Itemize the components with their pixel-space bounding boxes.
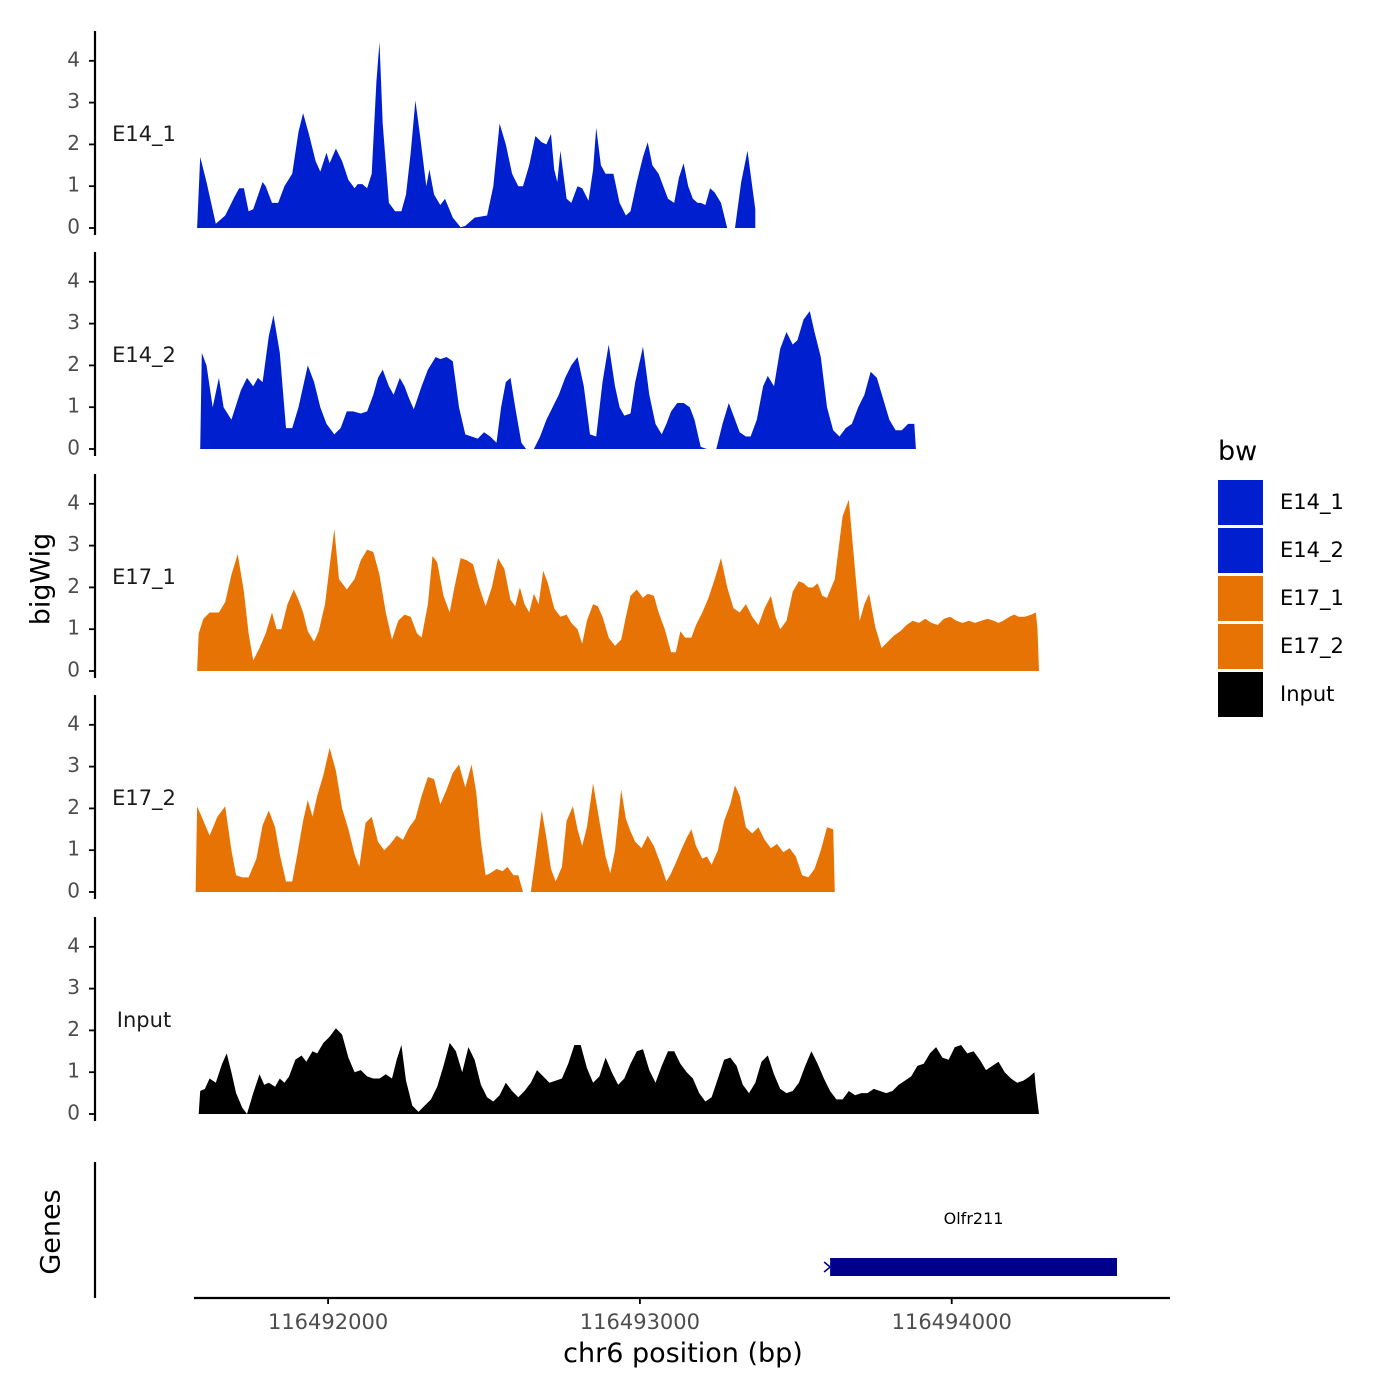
x-tick-label: 116494000: [892, 1310, 1012, 1334]
y-tick-label: 4: [67, 268, 80, 292]
y-tick-label: 0: [67, 658, 80, 682]
track-label: Input: [117, 1008, 171, 1032]
legend-title: bw: [1218, 436, 1257, 467]
x-axis-title: chr6 position (bp): [563, 1338, 803, 1369]
y-tick-label: 4: [67, 47, 80, 71]
legend-entry-E17_2: E17_2: [1218, 624, 1344, 669]
gene-body: [830, 1258, 1117, 1276]
y-tick-label: 0: [67, 215, 80, 239]
track-area: [200, 311, 916, 449]
legend-entries: E14_1 E14_2 E17_1 E17_2 Input: [1218, 480, 1344, 717]
y-tick-label: 1: [67, 837, 80, 861]
gene-label: Olfr211: [944, 1209, 1004, 1228]
y-tick-label: 1: [67, 173, 80, 197]
y-tick-label: 3: [67, 753, 80, 777]
y-tick-label: 1: [67, 1059, 80, 1083]
legend-entry-E14_2: E14_2: [1218, 528, 1344, 573]
genes-panel-label: Genes: [36, 1189, 67, 1274]
legend-label: E14_2: [1280, 538, 1344, 563]
y-tick-label: 3: [67, 532, 80, 556]
y-tick-label: 4: [67, 490, 80, 514]
legend-label: E17_2: [1280, 634, 1344, 659]
y-tick-label: 3: [67, 975, 80, 999]
legend-swatch: [1218, 624, 1263, 669]
y-tick-label: 4: [67, 933, 80, 957]
track-panel-E17_2: 0 1 2 3 4 E17_2: [67, 695, 835, 903]
y-tick-label: 1: [67, 394, 80, 418]
x-tick-label: 116492000: [268, 1310, 388, 1334]
track-label: E14_2: [112, 343, 176, 368]
legend-label: E14_1: [1280, 490, 1344, 515]
y-tick-label: 2: [67, 131, 80, 155]
y-tick-label: 0: [67, 879, 80, 903]
y-tick-label: 0: [67, 1101, 80, 1125]
legend-entry-E17_1: E17_1: [1218, 576, 1344, 621]
y-tick-label: 2: [67, 795, 80, 819]
track-panel-E14_1: 0 1 2 3 4 E14_1: [67, 31, 756, 239]
track-label: E17_1: [112, 565, 176, 590]
legend-label: Input: [1280, 682, 1334, 706]
track-label: E14_1: [112, 122, 176, 147]
gene-strand-arrow: [823, 1261, 832, 1273]
y-tick-label: 3: [67, 89, 80, 113]
y-tick-label: 2: [67, 1017, 80, 1041]
tracks-layer: 0 1 2 3 4 E14_1 0 1 2 3 4 E14_2 0 1 2 3 4 E17_1 0 1 2 3 4 E17_2…: [67, 31, 1040, 1125]
y-tick-label: 2: [67, 352, 80, 376]
legend-swatch: [1218, 480, 1263, 525]
track-panel-E14_2: 0 1 2 3 4 E14_2: [67, 252, 916, 460]
y-tick-label: 3: [67, 310, 80, 334]
track-panel-E17_1: 0 1 2 3 4 E17_1: [67, 474, 1040, 682]
track-area: [197, 499, 1040, 671]
y-tick-label: 0: [67, 436, 80, 460]
legend-swatch: [1218, 576, 1263, 621]
legend-swatch: [1218, 672, 1263, 717]
legend-label: E17_1: [1280, 586, 1344, 611]
track-panel-Input: 0 1 2 3 4 Input: [67, 917, 1039, 1125]
y-tick-label: 1: [67, 616, 80, 640]
track-label: E17_2: [112, 786, 176, 811]
track-area: [198, 1028, 1039, 1114]
legend-swatch: [1218, 528, 1263, 573]
genes-layer: Olfr211: [823, 1209, 1117, 1276]
track-area: [195, 747, 835, 892]
x-tick-label: 116493000: [580, 1310, 700, 1334]
y-tick-label: 2: [67, 574, 80, 598]
y-axis-title: bigWig: [26, 533, 57, 626]
y-tick-label: 4: [67, 711, 80, 735]
track-area: [197, 42, 756, 228]
legend-entry-Input: Input: [1218, 672, 1334, 717]
x-axis-ticks: 116492000 116493000 116494000: [268, 1298, 1012, 1334]
legend: bw E14_1 E14_2 E17_1 E17_2 Input: [1218, 436, 1344, 717]
legend-entry-E14_1: E14_1: [1218, 480, 1344, 525]
